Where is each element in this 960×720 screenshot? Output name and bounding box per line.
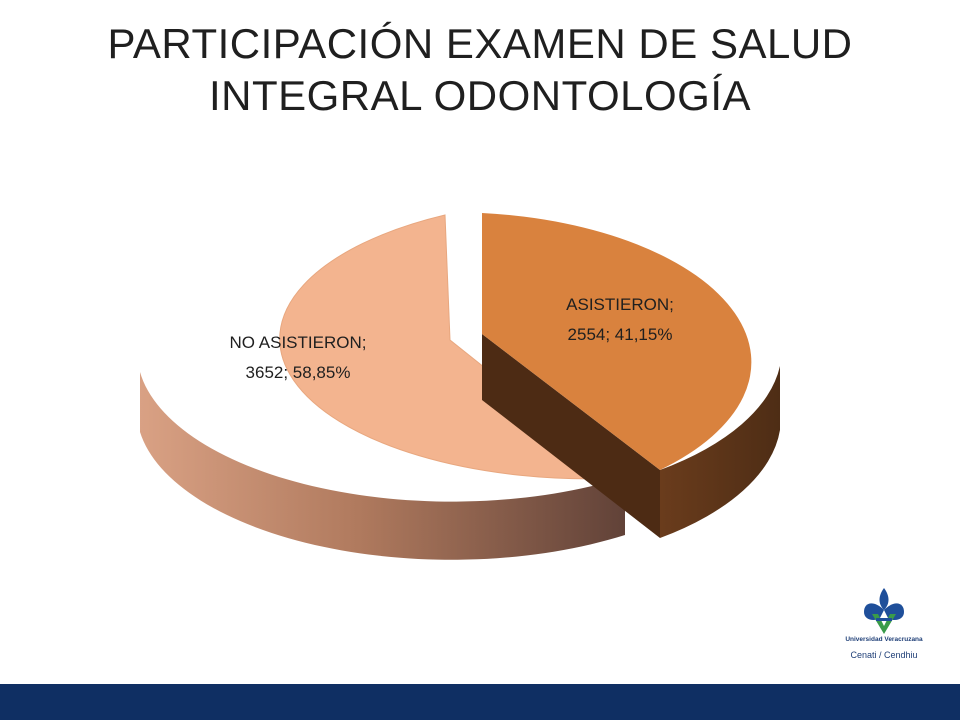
label-no-asistieron-name: NO ASISTIERON; bbox=[230, 333, 367, 352]
logo-department-name: Cenati / Cendhiu bbox=[850, 650, 918, 660]
label-asistieron-name: ASISTIERON; bbox=[566, 295, 674, 314]
slice-no-asistieron-side bbox=[140, 372, 625, 560]
label-no-asistieron-value: 3652; 58,85% bbox=[246, 363, 351, 382]
title-line-2: INTEGRAL ODONTOLOGÍA bbox=[208, 72, 752, 119]
label-asistieron-value: 2554; 41,15% bbox=[568, 325, 673, 344]
pie-chart: NO ASISTIERON; 3652; 58,85% ASISTIERON; … bbox=[140, 213, 780, 560]
slice-asistieron-top bbox=[482, 213, 752, 470]
footer-bar bbox=[0, 684, 960, 720]
slice-asistieron: ASISTIERON; 2554; 41,15% bbox=[482, 213, 780, 538]
fleur-de-lis-icon bbox=[864, 588, 904, 634]
chart-title: PARTICIPACIÓN EXAMEN DE SALUD INTEGRAL O… bbox=[60, 18, 900, 122]
title-line-1: PARTICIPACIÓN EXAMEN DE SALUD bbox=[107, 20, 853, 67]
slice-asistieron-side-inner bbox=[482, 334, 660, 538]
logo-university-name: Universidad Veracruzana bbox=[845, 636, 923, 643]
university-logo: Universidad Veracruzana Cenati / Cendhiu bbox=[834, 584, 934, 680]
slice-asistieron-side bbox=[660, 366, 780, 538]
